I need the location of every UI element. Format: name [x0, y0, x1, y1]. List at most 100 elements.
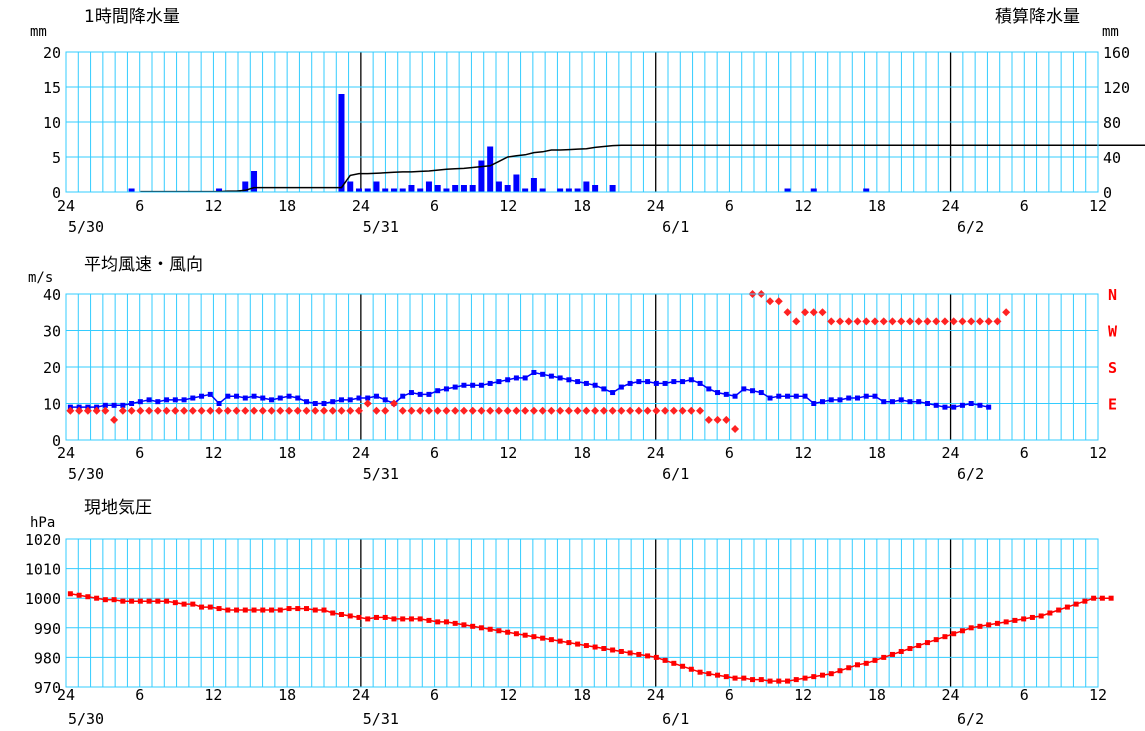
y2-tick-label: 0	[1103, 184, 1112, 202]
wind-speed-point	[531, 369, 537, 375]
wind-speed-point	[312, 401, 318, 406]
x-date-label: 6/1	[662, 465, 689, 483]
wind-speed-point	[365, 395, 371, 401]
wind-direction-point	[223, 406, 232, 415]
x-tick-label: 18	[573, 444, 591, 462]
wind-direction-point	[940, 317, 949, 326]
wind-speed-point	[426, 391, 432, 397]
pressure-point	[242, 607, 248, 613]
pressure-point	[1108, 595, 1114, 601]
pressure-point	[295, 606, 301, 612]
x-tick-label: 24	[942, 686, 960, 704]
cumulative-precip-line	[140, 144, 1145, 193]
wind-direction-point	[564, 406, 573, 415]
wind-direction-point	[66, 406, 75, 415]
pressure-point	[146, 598, 152, 604]
wind-speed-point	[767, 395, 773, 401]
pressure-point	[120, 598, 126, 604]
y-tick-label: 20	[43, 359, 61, 377]
wind-direction-point	[188, 406, 197, 415]
pressure-point	[994, 620, 1000, 626]
precip-bar	[539, 188, 546, 192]
wind-direction-point	[722, 415, 731, 424]
pressure-point	[1047, 610, 1053, 616]
wind-speed-point	[889, 399, 895, 405]
x-tick-label: 12	[499, 444, 517, 462]
pressure-point	[881, 654, 887, 660]
wind-direction-point	[110, 415, 119, 424]
wind-direction-point	[538, 406, 547, 415]
wind-speed-point	[741, 386, 747, 392]
precip-bar	[810, 188, 817, 192]
pressure-point	[758, 677, 764, 683]
wind-direction-point	[311, 406, 320, 415]
x-tick-label: 18	[868, 444, 886, 462]
pressure-point	[1091, 595, 1097, 601]
x-tick-label: 24	[352, 686, 370, 704]
pressure-point	[986, 622, 992, 628]
wind-speed-point	[146, 397, 152, 403]
pressure-point	[802, 675, 808, 681]
wind-speed-point	[662, 380, 668, 386]
x-tick-label: 12	[794, 197, 812, 215]
wind-direction-point	[643, 406, 652, 415]
wind-direction-point	[626, 406, 635, 415]
pressure-point	[496, 628, 502, 634]
pressure-point	[933, 637, 939, 643]
wind-direction-point	[171, 406, 180, 415]
wind-speed-point	[181, 397, 187, 403]
wind-speed-point	[688, 377, 694, 383]
wind-direction-point	[267, 406, 276, 415]
wind-speed-point	[251, 393, 257, 399]
x-tick-label: 24	[57, 686, 75, 704]
wind-speed-point	[347, 397, 353, 403]
precip-bar	[460, 185, 467, 192]
wind-speed-point	[120, 402, 126, 408]
pressure-line	[70, 593, 1112, 682]
pressure-point	[767, 678, 773, 684]
wind-speed-point	[846, 395, 852, 401]
x-tick-label: 18	[573, 686, 591, 704]
precip-bar	[399, 188, 406, 192]
wind-direction-point	[713, 415, 722, 424]
wind-direction-point	[75, 406, 84, 415]
wind-speed-point	[461, 382, 467, 388]
pressure-point	[741, 675, 747, 681]
x-date-label: 5/30	[68, 710, 104, 728]
x-tick-label: 12	[794, 686, 812, 704]
y-tick-label: 0	[52, 432, 61, 450]
wind-speed-point	[854, 395, 860, 401]
x-tick-label: 12	[204, 444, 222, 462]
pressure-point	[575, 641, 581, 647]
pressure-point	[435, 619, 441, 625]
wind-direction-point	[433, 406, 442, 415]
wind-direction-point	[1002, 308, 1011, 317]
wind-direction-point	[285, 406, 294, 415]
wind-direction-point	[766, 297, 775, 306]
wind-speed-point	[802, 393, 808, 399]
pressure-point	[382, 614, 388, 620]
wind-speed-point	[417, 391, 423, 397]
wind-direction-point	[197, 406, 206, 415]
wind-speed-point	[129, 401, 135, 406]
wind-speed-point	[671, 379, 677, 385]
pressure-series	[67, 591, 1114, 684]
wind-direction-point	[731, 425, 740, 434]
wind-speed-point	[225, 393, 231, 399]
wind-direction-point	[407, 406, 416, 415]
pressure-point	[942, 634, 948, 640]
x-date-label: 6/2	[957, 218, 984, 236]
wind-direction-point	[582, 406, 591, 415]
pressure-point	[1003, 619, 1009, 625]
wind-direction-point	[486, 406, 495, 415]
wind-speed-point	[933, 402, 939, 408]
precip-bar	[513, 174, 520, 192]
x-tick-label: 12	[1089, 444, 1107, 462]
wind-speed-point	[548, 373, 554, 379]
wind-speed-point	[321, 401, 327, 406]
pressure-point	[129, 598, 135, 604]
wind-direction-point	[932, 317, 941, 326]
x-tick-label: 6	[135, 444, 144, 462]
y-tick-label: 990	[34, 620, 61, 638]
pressure-point	[1073, 601, 1079, 607]
